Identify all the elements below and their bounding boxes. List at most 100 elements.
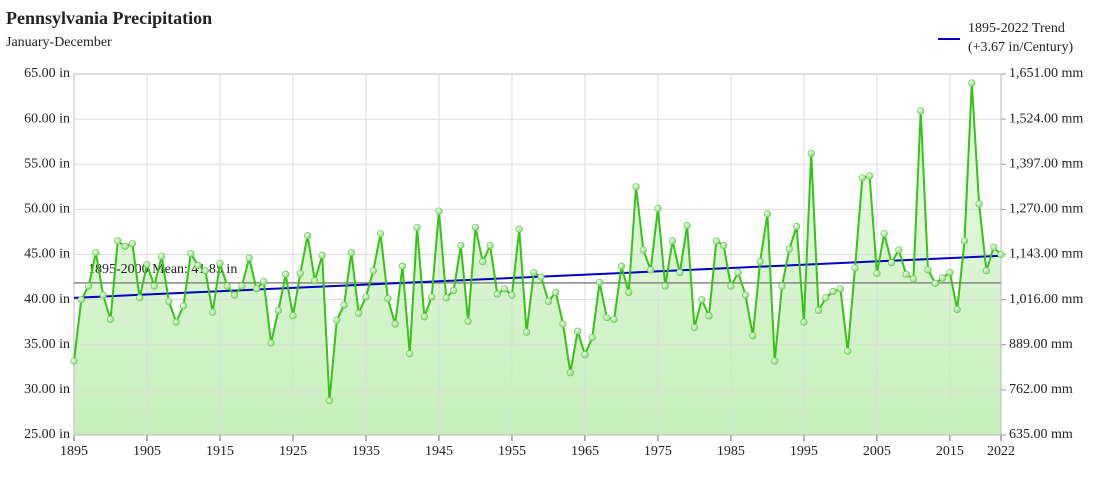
y-tick-label: 55.00 in <box>24 156 70 171</box>
data-point <box>413 223 421 232</box>
data-point <box>252 285 261 293</box>
y-tick-label: 25.00 in <box>24 427 70 442</box>
data-point <box>873 269 881 278</box>
data-point <box>909 275 918 283</box>
data-point <box>756 258 764 266</box>
data-point <box>406 350 414 358</box>
x-tick-label: 1965 <box>571 444 599 459</box>
legend-note: (+3.67 in/Century) <box>968 40 1073 55</box>
data-point <box>960 237 969 245</box>
chart-title: Pennsylvania Precipitation <box>6 8 212 28</box>
data-point <box>588 333 596 342</box>
data-point <box>734 268 742 277</box>
data-point <box>939 274 947 282</box>
data-point <box>785 245 793 253</box>
data-point <box>457 241 465 250</box>
data-point <box>887 259 896 267</box>
data-point <box>121 242 129 250</box>
data-point <box>157 252 166 260</box>
data-point <box>179 302 188 310</box>
y2-tick-label: 1,524.00 mm <box>1009 111 1083 126</box>
data-point <box>114 237 122 245</box>
data-point <box>829 287 837 296</box>
x-tick-label: 1935 <box>352 444 380 459</box>
data-point <box>858 174 866 182</box>
data-point <box>647 266 655 274</box>
data-point <box>552 288 560 297</box>
data-point <box>574 327 582 335</box>
data-point <box>931 279 939 287</box>
y2-tick-label: 889.00 mm <box>1009 337 1073 352</box>
data-point <box>260 277 268 286</box>
data-point <box>610 315 618 324</box>
data-point <box>866 172 874 180</box>
x-tick-label: 1905 <box>133 444 161 459</box>
data-point <box>362 293 370 301</box>
area <box>74 83 1001 436</box>
x-tick-label: 1985 <box>717 444 745 459</box>
data-point <box>238 282 246 290</box>
data-point <box>617 262 626 270</box>
data-point <box>917 107 925 115</box>
data-point <box>303 231 312 240</box>
data-point <box>435 207 443 215</box>
data-point <box>289 312 297 320</box>
data-point <box>924 266 932 274</box>
data-point <box>99 291 107 299</box>
data-point <box>982 267 991 275</box>
data-point <box>223 282 231 290</box>
y2-tick-label: 1,270.00 mm <box>1009 202 1083 217</box>
data-point <box>274 306 282 315</box>
data-point <box>376 230 385 238</box>
data-point <box>355 309 363 317</box>
data-point <box>230 291 239 299</box>
y2-tick-label: 762.00 mm <box>1009 382 1073 397</box>
y-tick-label: 60.00 in <box>24 111 70 126</box>
data-point <box>698 296 706 304</box>
data-point <box>311 277 319 285</box>
data-point <box>559 320 567 328</box>
data-point <box>442 294 450 302</box>
data-point <box>493 290 501 298</box>
data-point <box>143 260 151 269</box>
legend-label: 1895-2022 Trend <box>968 21 1065 36</box>
data-point <box>471 223 480 232</box>
data-point <box>639 246 647 254</box>
data-point <box>654 204 662 213</box>
data-point <box>282 270 290 278</box>
y-tick-label: 40.00 in <box>24 292 70 307</box>
data-point <box>741 291 750 299</box>
data-point <box>544 297 553 306</box>
chart-subtitle: January-December <box>6 35 112 50</box>
data-point <box>449 287 458 295</box>
x-tick-label: 1925 <box>279 444 307 459</box>
data-point <box>194 261 202 269</box>
data-point <box>902 270 910 278</box>
data-point <box>333 316 341 324</box>
trend-line <box>73 254 1002 299</box>
data-point <box>209 308 217 316</box>
data-point <box>800 318 808 326</box>
data-point <box>990 243 998 251</box>
data-point <box>267 339 275 347</box>
data-point <box>70 357 78 365</box>
y2-tick-label: 1,651.00 mm <box>1009 66 1083 81</box>
data-point <box>690 324 699 332</box>
data-point <box>428 293 436 301</box>
data-point <box>420 313 428 321</box>
data-point <box>953 305 961 314</box>
data-point <box>128 240 136 248</box>
y2-tick-label: 1,016.00 mm <box>1009 292 1083 307</box>
data-point <box>325 397 334 405</box>
data-point <box>668 237 677 245</box>
data-point <box>172 318 180 326</box>
data-point <box>968 79 976 87</box>
y-tick-label: 35.00 in <box>24 337 70 352</box>
x-tick-label: 2015 <box>936 444 964 459</box>
data-point <box>683 222 691 230</box>
data-point <box>712 237 720 245</box>
data-point <box>84 282 93 290</box>
data-point <box>566 369 574 377</box>
data-point <box>106 315 115 324</box>
